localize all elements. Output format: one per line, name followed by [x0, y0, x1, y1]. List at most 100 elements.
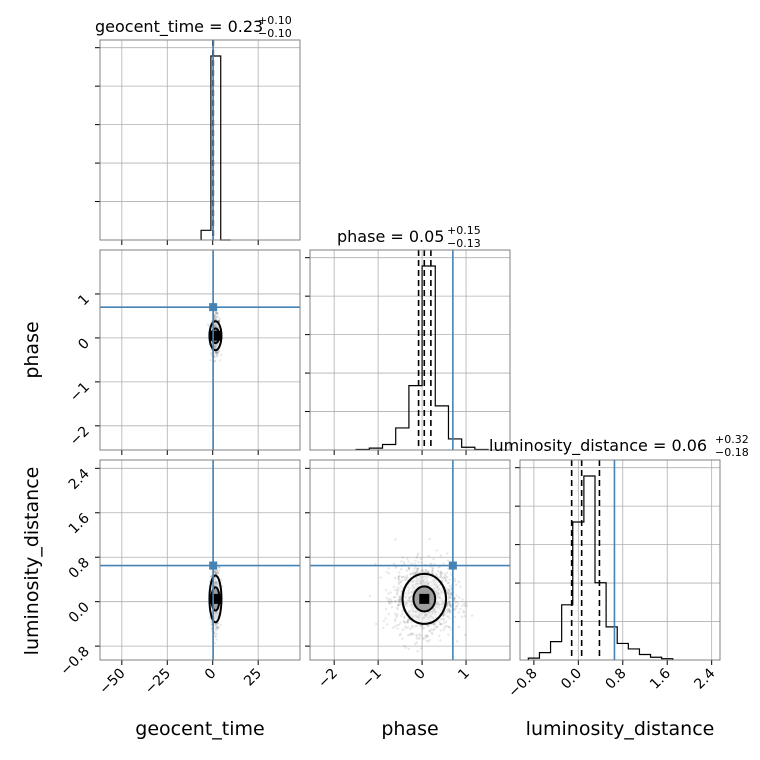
phase-vs-luminosity-distance-sample-point [411, 633, 414, 636]
phase-vs-luminosity-distance-sample-point [444, 620, 448, 624]
geocent-time-vs-luminosity-distance-sample-point [215, 571, 218, 575]
phase-vs-luminosity-distance-sample-point [441, 614, 445, 617]
luminosity-distance-hist-histogram [527, 475, 674, 660]
phase-vs-luminosity-distance-sample-point [396, 608, 399, 611]
phase-vs-luminosity-distance-sample-point [463, 604, 467, 608]
phase-vs-luminosity-distance-sample-point [439, 571, 443, 574]
phase-vs-luminosity-distance-sample-point [457, 625, 461, 629]
phase-vs-luminosity-distance-sample-point [401, 612, 404, 615]
geocent-time-vs-phase-sample-point [210, 348, 213, 352]
phase-vs-luminosity-distance-sample-point [447, 609, 450, 612]
phase-vs-luminosity-distance-sample-point [401, 556, 404, 559]
phase-vs-luminosity-distance-sample-point [424, 634, 427, 638]
phase-vs-luminosity-distance-sample-point [406, 620, 409, 623]
phase-vs-luminosity-distance-sample-point [426, 625, 429, 628]
phase-vs-luminosity-distance-sample-point [419, 625, 422, 628]
phase-vs-luminosity-distance-sample-point [384, 607, 388, 611]
geocent-time-vs-phase-sample-point [215, 351, 219, 355]
title-geocent-time-plus: +0.10 [258, 14, 292, 27]
phase-vs-luminosity-distance-sample-point [445, 611, 449, 614]
phase-vs-luminosity-distance-sample-point [445, 609, 448, 612]
phase-vs-luminosity-distance-sample-point [406, 625, 410, 629]
phase-vs-luminosity-distance-sample-point [423, 571, 426, 574]
geocent-time-histogram-panel [95, 39, 301, 245]
phase-vs-luminosity-distance-sample-point [447, 615, 450, 618]
phase-vs-luminosity-distance-sample-point [397, 575, 400, 579]
phase-vs-luminosity-distance-sample-point [427, 554, 430, 558]
geocent-time-vs-luminosity-distance-sample-point [214, 626, 217, 630]
phase-vs-luminosity-distance-sample-point [399, 598, 402, 601]
phase-vs-luminosity-distance-sample-point [398, 601, 401, 604]
phase-vs-luminosity-distance-sample-point [432, 623, 435, 626]
geocent-time-vs-phase-sample-point [214, 317, 218, 321]
phase-vs-luminosity-distance-sample-point [453, 579, 457, 583]
phase-vs-luminosity-distance-sample-point [413, 572, 417, 575]
phase-vs-luminosity-distance-sample-point [446, 552, 449, 555]
geocent-time-vs-luminosity-distance-sample-point [217, 569, 221, 573]
geocent-time-vs-phase-sample-point [214, 315, 218, 319]
phase-vs-luminosity-distance-sample-point [393, 612, 397, 615]
phase-vs-luminosity-distance-sample-point [428, 629, 432, 632]
phase-vs-luminosity-distance-sample-point [379, 576, 382, 579]
phase-vs-luminosity-distance-sample-point [441, 614, 445, 617]
phase-vs-luminosity-distance-sample-point [399, 632, 402, 636]
phase-vs-luminosity-distance-sample-point [435, 626, 439, 629]
geocent-time-vs-phase-sample-point [214, 310, 218, 314]
phase-vs-luminosity-distance-sample-point [403, 616, 406, 619]
title-phase-minus: −0.13 [447, 237, 481, 250]
phase-vs-luminosity-distance-sample-point [439, 629, 442, 632]
phase-vs-luminosity-distance-sample-point [409, 632, 413, 636]
phase-vs-luminosity-distance-sample-point [417, 567, 420, 570]
geocent-time-vs-luminosity-distance-frame [99, 459, 301, 661]
phase-vs-luminosity-distance-sample-point [399, 596, 402, 599]
phase-vs-luminosity-distance-sample-point [448, 609, 452, 612]
geocent-time-vs-luminosity-distance-x-tick-label: 0 [202, 666, 220, 684]
phase-vs-luminosity-distance-x-tick-label: −1 [359, 666, 385, 692]
phase-vs-luminosity-distance-sample-point [401, 628, 405, 632]
phase-vs-luminosity-distance-sample-point [457, 611, 460, 614]
phase-vs-luminosity-distance-sample-point [448, 601, 451, 604]
phase-vs-luminosity-distance-sample-point [397, 582, 400, 586]
phase-vs-luminosity-distance-sample-point [431, 569, 434, 573]
phase-vs-luminosity-distance-sample-point [454, 601, 457, 604]
geocent-time-vs-luminosity-distance-panel: −50 −25 0 25 −0.8 0.0 0.8 1.6 2.4 [57, 459, 301, 698]
geocent-time-vs-luminosity-distance-sample-point [215, 624, 218, 627]
geocent-time-vs-phase-border [99, 249, 301, 451]
geocent-time-vs-luminosity-distance-y-tick-label: 0.0 [66, 599, 93, 626]
phase-vs-luminosity-distance-sample-point [397, 623, 401, 626]
phase-vs-luminosity-distance-sample-point [385, 571, 388, 574]
phase-vs-luminosity-distance-sample-point [443, 621, 446, 624]
geocent-time-vs-luminosity-distance-sample-point [213, 642, 217, 645]
phase-vs-luminosity-distance-sample-point [430, 628, 433, 631]
phase-vs-luminosity-distance-sample-point [397, 598, 400, 602]
phase-vs-luminosity-distance-sample-point [421, 624, 424, 628]
phase-vs-luminosity-distance-sample-point [443, 574, 447, 578]
phase-vs-luminosity-distance-sample-point [441, 576, 444, 580]
phase-vs-luminosity-distance-sample-point [426, 571, 429, 574]
phase-vs-luminosity-distance-sample-point [442, 562, 445, 566]
phase-vs-luminosity-distance-sample-point [402, 620, 405, 623]
phase-vs-luminosity-distance-sample-point [399, 596, 402, 599]
geocent-time-vs-phase-sample-point [209, 352, 213, 355]
phase-vs-luminosity-distance-sample-point [397, 587, 400, 591]
geocent-time-vs-phase-y-tick-label: −1 [67, 379, 93, 405]
phase-vs-luminosity-distance-sample-point [414, 642, 417, 646]
phase-vs-luminosity-distance-sample-point [403, 625, 407, 628]
phase-vs-luminosity-distance-sample-point [411, 626, 414, 629]
phase-vs-luminosity-distance-sample-point [395, 589, 399, 592]
phase-vs-luminosity-distance-sample-point [431, 569, 434, 572]
phase-vs-luminosity-distance-sample-point [417, 571, 420, 575]
phase-vs-luminosity-distance-sample-point [403, 621, 407, 625]
phase-vs-luminosity-distance-sample-point [462, 611, 466, 614]
phase-vs-luminosity-distance-sample-point [446, 598, 450, 601]
geocent-time-vs-luminosity-distance-y-tick-label: 2.4 [66, 466, 93, 493]
phase-vs-luminosity-distance-sample-point [454, 607, 457, 610]
phase-vs-luminosity-distance-sample-point [443, 613, 446, 616]
phase-vs-luminosity-distance-sample-point [403, 644, 406, 648]
phase-vs-luminosity-distance-sample-point [444, 576, 448, 580]
title-phase: phase = 0.05 [337, 227, 444, 246]
geocent-time-vs-phase-sample-point [213, 359, 216, 363]
phase-vs-luminosity-distance-sample-point [401, 575, 404, 579]
title-luminosity-distance: luminosity_distance = 0.06 [489, 436, 707, 456]
